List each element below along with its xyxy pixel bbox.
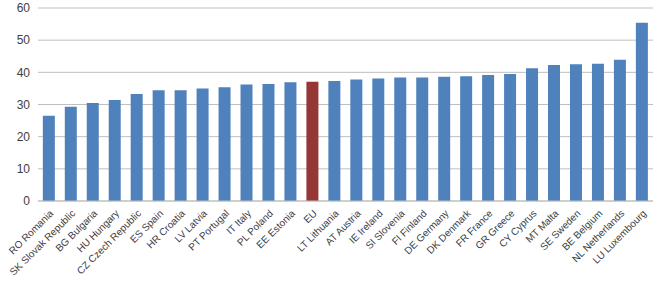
svg-text:BG Bulgaria: BG Bulgaria: [53, 207, 100, 254]
svg-text:DE Germany: DE Germany: [402, 207, 451, 257]
svg-text:IE Ireland: IE Ireland: [346, 207, 385, 246]
svg-text:AT Austria: AT Austria: [323, 207, 363, 248]
svg-text:BE Belgium: BE Belgium: [559, 207, 605, 253]
svg-text:PL Poland: PL Poland: [234, 207, 276, 248]
svg-text:SE Sweden: SE Sweden: [537, 207, 583, 253]
svg-text:60: 60: [17, 1, 31, 15]
svg-text:ES Spain: ES Spain: [128, 207, 166, 245]
svg-text:EU: EU: [301, 208, 319, 226]
svg-text:LV Latvia: LV Latvia: [172, 207, 210, 245]
svg-text:20: 20: [17, 130, 31, 144]
svg-text:CY Cyprus: CY Cyprus: [496, 207, 539, 250]
svg-text:HR Croatia: HR Croatia: [144, 207, 188, 251]
svg-text:CZ Czech Republic: CZ Czech Republic: [74, 207, 144, 277]
svg-text:PT Portugal: PT Portugal: [186, 207, 232, 253]
svg-text:LU Luxembourg: LU Luxembourg: [590, 208, 648, 266]
svg-text:LT Lithuania: LT Lithuania: [294, 207, 341, 254]
svg-text:IT Italy: IT Italy: [224, 207, 254, 237]
svg-text:10: 10: [17, 162, 31, 176]
svg-text:SI Slovenia: SI Slovenia: [363, 207, 407, 252]
svg-text:FR France: FR France: [453, 207, 495, 249]
svg-text:MT Malta: MT Malta: [523, 207, 561, 245]
svg-text:NL Netherlands: NL Netherlands: [569, 207, 627, 265]
svg-text:40: 40: [17, 66, 31, 80]
svg-text:HU Hungary: HU Hungary: [74, 207, 122, 255]
svg-text:DK Denmark: DK Denmark: [424, 207, 473, 256]
svg-text:50: 50: [17, 33, 31, 47]
svg-text:GR Greece: GR Greece: [473, 207, 517, 252]
svg-text:FI Finland: FI Finland: [389, 207, 429, 247]
svg-text:0: 0: [23, 194, 30, 208]
svg-text:30: 30: [17, 98, 31, 112]
svg-text:EE Estonia: EE Estonia: [254, 207, 297, 250]
